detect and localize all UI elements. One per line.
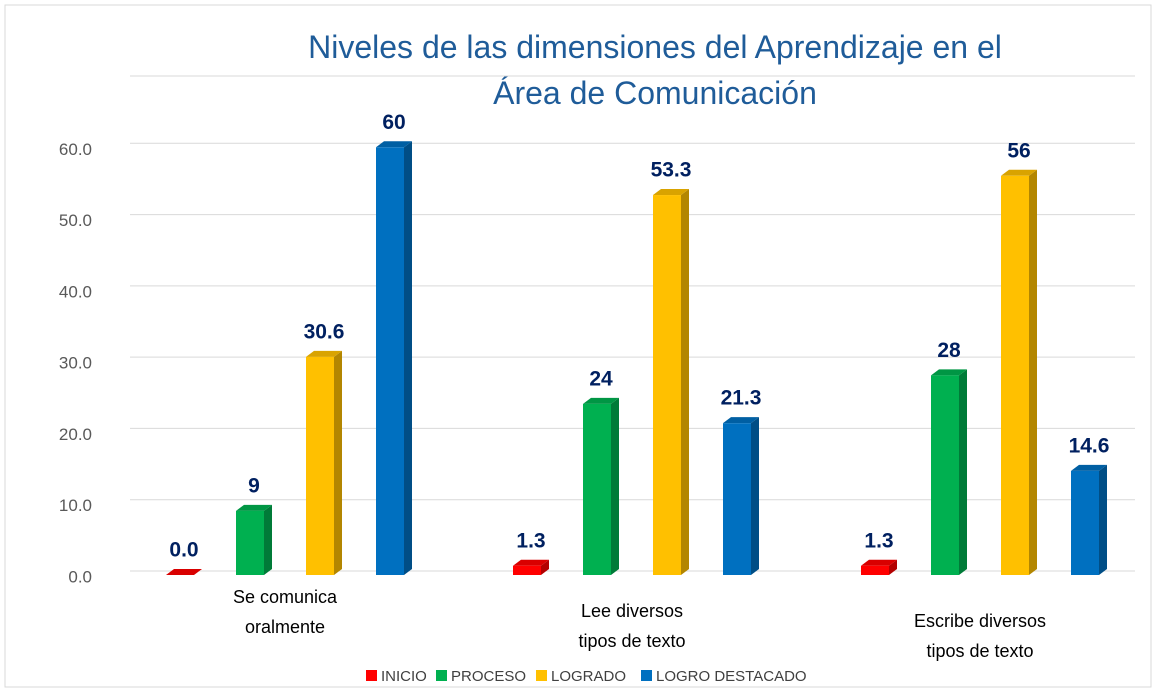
bar xyxy=(931,375,959,575)
value-label: 21.3 xyxy=(721,387,762,410)
bar xyxy=(583,403,611,575)
bar-side xyxy=(959,369,967,575)
value-label: 56 xyxy=(1007,139,1030,162)
legend-label: PROCESO xyxy=(451,668,526,685)
y-tick-label: 0.0 xyxy=(68,567,92,586)
value-label: 24 xyxy=(589,367,613,390)
bar-top xyxy=(1001,169,1037,176)
bar xyxy=(306,356,334,575)
bar xyxy=(376,147,404,576)
x-tick-label: Escribe diversos tipos de texto xyxy=(914,611,1046,661)
bar-side xyxy=(1099,464,1107,575)
bar xyxy=(653,195,681,575)
x-tick-label: Se comunica oralmente xyxy=(233,587,338,637)
bar xyxy=(1001,175,1029,576)
bar-top xyxy=(513,559,549,566)
legend-swatch xyxy=(366,670,377,681)
legend-label: INICIO xyxy=(381,668,427,685)
bar-top xyxy=(1071,464,1107,471)
y-tick-label: 60.0 xyxy=(59,140,92,159)
bar xyxy=(861,565,889,575)
legend-label: LOGRADO xyxy=(551,668,626,685)
y-tick-label: 40.0 xyxy=(59,282,92,301)
bar-side xyxy=(541,559,549,575)
bar-top xyxy=(376,141,412,148)
bar-side xyxy=(611,397,619,575)
value-label: 60 xyxy=(382,111,405,134)
value-label: 30.6 xyxy=(304,320,345,343)
value-label: 14.6 xyxy=(1069,434,1110,457)
legend-swatch xyxy=(641,670,652,681)
bar-side xyxy=(889,559,897,575)
legend-swatch xyxy=(436,670,447,681)
value-label: 53.3 xyxy=(651,159,692,182)
bar-top xyxy=(583,397,619,404)
bar-top xyxy=(236,504,272,511)
bar-side xyxy=(1029,169,1037,576)
legend-label: LOGRO DESTACADO xyxy=(656,668,807,685)
bar-top xyxy=(653,189,689,196)
bar xyxy=(1071,470,1099,575)
bar-side xyxy=(751,417,759,575)
x-tick-label: Lee diversos tipos de texto xyxy=(578,601,685,651)
bar-top xyxy=(931,369,967,376)
bar xyxy=(236,510,264,575)
legend-swatch xyxy=(536,670,547,681)
value-label: 0.0 xyxy=(169,539,198,562)
bar-top xyxy=(723,417,759,424)
chart-title: Niveles de las dimensiones del Aprendiza… xyxy=(308,29,1002,111)
value-label: 9 xyxy=(248,474,260,497)
y-tick-label: 50.0 xyxy=(59,211,92,230)
y-tick-label: 10.0 xyxy=(59,496,92,515)
bar xyxy=(723,423,751,575)
value-label: 28 xyxy=(937,339,961,362)
bar-top xyxy=(861,559,897,566)
bar xyxy=(513,565,541,575)
value-label: 1.3 xyxy=(516,529,545,552)
value-label: 1.3 xyxy=(864,529,893,552)
bar-side xyxy=(404,141,412,576)
bar-top xyxy=(306,350,342,357)
y-tick-label: 30.0 xyxy=(59,354,92,373)
y-tick-label: 20.0 xyxy=(59,425,92,444)
bar-side xyxy=(681,189,689,575)
bar-side xyxy=(264,504,272,575)
bar-side xyxy=(334,350,342,575)
bar-top xyxy=(166,569,202,575)
